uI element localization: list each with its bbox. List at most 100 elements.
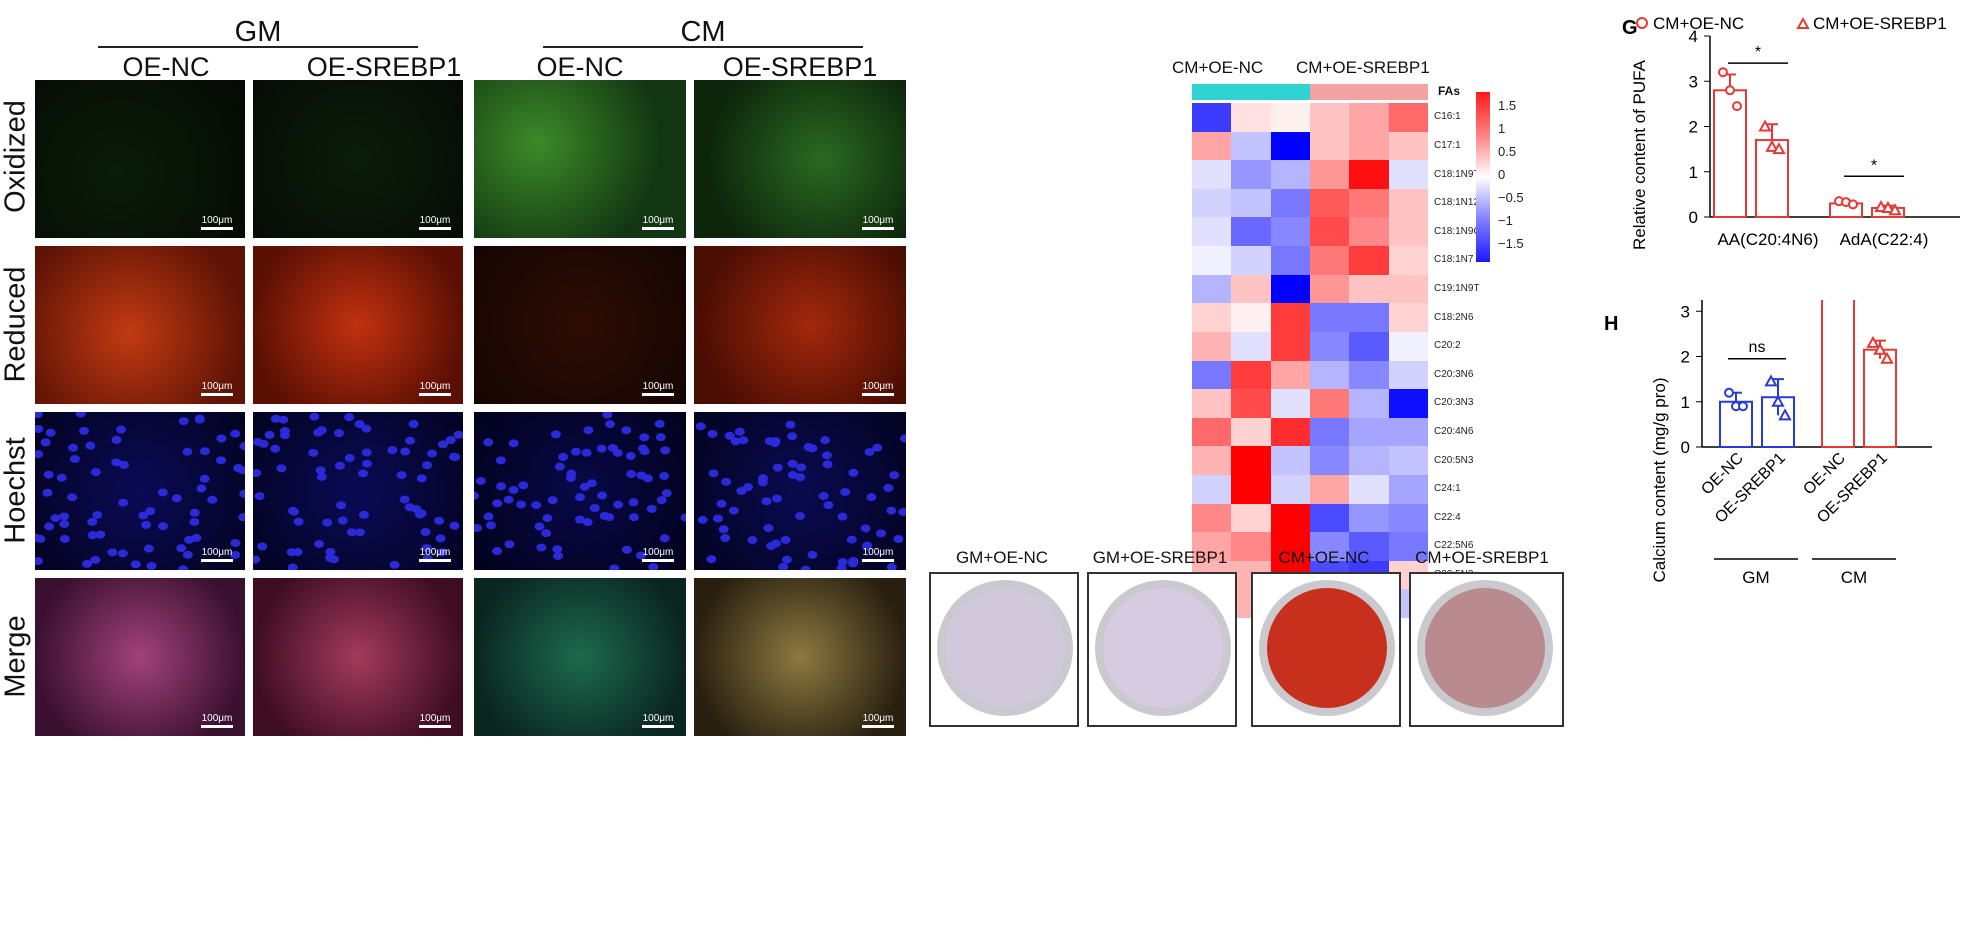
heatmap-cell (1192, 503, 1232, 533)
scale-bar: 100μm (419, 713, 451, 728)
heatmap-cell (1231, 417, 1272, 447)
heatmap-cell (1310, 103, 1350, 133)
scale-bar-label: 100μm (419, 215, 451, 226)
culture-well-image (1087, 572, 1237, 727)
heatmap-cell (1388, 446, 1429, 476)
x-tick-label: AA(C20:4N6) (1717, 230, 1818, 249)
micrograph-reduced-gm-oe-nc: 100μm (35, 246, 245, 404)
scale-bar-line (862, 227, 894, 230)
well-label: GM+OE-NC (955, 548, 1049, 567)
heatmap-cell (1192, 188, 1232, 218)
scale-bar-label: 100μm (201, 713, 233, 724)
scale-bar-line (419, 725, 451, 728)
heatmap-cell (1270, 474, 1311, 505)
x-tick-label: AdA(C22:4) (1840, 230, 1929, 249)
micrograph-hoechst-cm-oe-srebp1: 100μm (694, 412, 906, 570)
colorbar-tick-label: −0.5 (1498, 190, 1524, 205)
heatmap-cell (1349, 246, 1390, 276)
heatmap-cell (1270, 389, 1311, 419)
scale-bar-label: 100μm (419, 713, 451, 724)
bar (1713, 89, 1747, 218)
heatmap-cell (1349, 217, 1390, 247)
scale-bar: 100μm (201, 381, 233, 396)
scale-bar-line (862, 393, 894, 396)
scale-bar-line (419, 393, 451, 396)
heatmap-cell (1231, 503, 1272, 533)
y-axis-label-g: Relative content of PUFA (1630, 59, 1649, 250)
colorbar-tick-label: 0 (1498, 167, 1506, 182)
scale-bar-label: 100μm (862, 381, 894, 392)
heatmap-cell (1388, 160, 1429, 190)
scale-bar-label: 100μm (862, 547, 894, 558)
heatmap-cell (1270, 417, 1311, 447)
heatmap-cell (1231, 274, 1272, 304)
data-point (1880, 351, 1894, 364)
heatmap-cell (1270, 446, 1311, 476)
scale-bar-label: 100μm (642, 547, 674, 558)
heatmap-cell (1192, 360, 1232, 390)
data-point (1873, 342, 1887, 355)
heatmap-cell (1349, 360, 1390, 390)
micrograph-oxidized-cm-oe-srebp1: 100μm (694, 80, 906, 238)
heatmap-cell (1388, 303, 1429, 333)
group-label: CM (1841, 568, 1867, 587)
heatmap-row-label: C22:4 (1434, 511, 1461, 523)
heatmap-cell (1388, 417, 1429, 447)
column-label-3: OE-NC (536, 52, 624, 82)
colorbar-tick-label: 1.5 (1498, 98, 1517, 113)
group-label: GM (1742, 568, 1769, 587)
heatmap-cell (1349, 446, 1390, 476)
micrograph-oxidized-gm-oe-nc: 100μm (35, 80, 245, 238)
heatmap-cell (1349, 474, 1390, 505)
heatmap-cell (1349, 503, 1390, 533)
heatmap-cell (1310, 503, 1350, 533)
well-label: CM+OE-NC (1278, 548, 1370, 567)
heatmap-cell (1388, 389, 1429, 419)
scale-bar: 100μm (201, 547, 233, 562)
heatmap-cell (1231, 331, 1272, 361)
data-point (1874, 199, 1888, 213)
scale-bar-line (201, 725, 233, 728)
heatmap-cell (1388, 360, 1429, 390)
well-stain (1267, 588, 1387, 708)
y-tick-label: 2 (1689, 118, 1698, 137)
group-label-gm: GM (234, 16, 282, 48)
heatmap-cell (1349, 188, 1390, 218)
y-axis-label-h: Calcium content (mg/g pro) (1650, 377, 1669, 582)
scale-bar-label: 100μm (642, 215, 674, 226)
column-label-1: OE-NC (122, 52, 210, 82)
heatmap-row-label: C20:5N3 (1434, 454, 1474, 466)
heatmap-cell (1231, 246, 1272, 276)
scale-bar: 100μm (642, 547, 674, 562)
y-tick-label: 1 (1689, 163, 1698, 182)
scale-bar-line (642, 227, 674, 230)
heatmap-row-label: C16:1 (1434, 111, 1461, 123)
data-point (1718, 67, 1728, 78)
heatmap-row-label: C18:1N9C (1434, 225, 1481, 237)
scale-bar-line (201, 393, 233, 396)
heatmap-cell (1310, 360, 1350, 390)
heatmap-cell (1310, 188, 1350, 218)
heatmap-cell (1231, 360, 1272, 390)
micrograph-hoechst-gm-oe-nc: 100μm (35, 412, 245, 570)
data-point (1764, 374, 1778, 387)
y-tick-label: 3 (1681, 302, 1690, 321)
micrograph-hoechst-cm-oe-nc: 100μm (474, 412, 686, 570)
scale-bar-label: 100μm (642, 713, 674, 724)
heatmap-cell (1388, 274, 1429, 304)
micrograph-oxidized-gm-oe-srebp1: 100μm (253, 80, 463, 238)
heatmap-cell (1231, 188, 1272, 218)
panel-letter-g: G (1622, 17, 1638, 39)
scale-bar-line (201, 227, 233, 230)
data-point (1725, 85, 1735, 96)
heatmap-cell (1388, 103, 1429, 133)
heatmap-cell (1310, 246, 1350, 276)
heatmap-cell (1349, 532, 1390, 562)
scale-bar: 100μm (862, 713, 894, 728)
heatmap-cell (1231, 532, 1272, 562)
scale-bar: 100μm (642, 381, 674, 396)
heatmap-cell (1310, 331, 1350, 361)
heatmap-body (1192, 103, 1429, 619)
well-stain (1425, 588, 1545, 708)
heatmap-cell (1349, 131, 1390, 161)
